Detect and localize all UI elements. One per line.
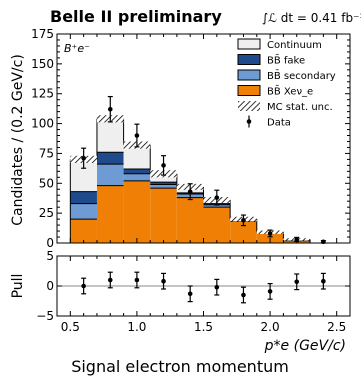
pull-point (241, 292, 246, 298)
bar-segment (123, 173, 151, 181)
legend-hatch-swatch (238, 101, 260, 111)
bar-segment (123, 168, 151, 174)
main-x-axis (69, 34, 338, 243)
legend-swatch (237, 54, 261, 65)
main-y-axis: 0 25 50 75 100 125 150 175 (31, 27, 350, 250)
legend-swatch (237, 38, 261, 50)
pull-point (214, 284, 220, 290)
bar-segment (230, 221, 257, 243)
pull-y-axis: −5 0 5 (36, 249, 350, 323)
y-tick-label: 125 (31, 87, 54, 101)
pull-y-tick-label: 5 (46, 249, 54, 263)
data-point (214, 195, 220, 200)
bar-segment (150, 184, 177, 189)
data-point (161, 163, 166, 168)
legend-point (246, 119, 252, 124)
y-tick-label: 100 (31, 117, 54, 131)
legend-label: Data (267, 118, 291, 129)
bar-segment (96, 118, 124, 153)
pull-point (107, 277, 113, 283)
pull-point (294, 279, 300, 285)
legend-label: BB̄ secondary (267, 69, 336, 82)
legend-label: Continuum (267, 40, 322, 51)
pull-y-tick-label: −5 (36, 309, 54, 323)
data-point (241, 218, 246, 223)
bar-segment (150, 173, 177, 183)
legend: Continuum BB̄ fake BB̄ secondary BB̄ Xeν_e M… (237, 38, 336, 129)
bar-segment (203, 204, 231, 208)
pull-y-label: Pull (10, 274, 26, 299)
data-point (187, 189, 193, 194)
luminosity-label: ∫ℒ dt = 0.41 fb⁻¹ (262, 11, 361, 25)
pull-x-axis: 0.5 1.0 1.5 2.0 2.5 (61, 256, 346, 334)
y-tick-label: 75 (39, 146, 54, 160)
pull-point (187, 291, 193, 297)
pull-point (321, 278, 326, 284)
stacked-bars (69, 118, 311, 243)
bar-segment (123, 180, 151, 243)
data-point (107, 106, 113, 112)
x-tick-label: 0.5 (61, 320, 80, 334)
bar-segment (70, 191, 97, 204)
y-tick-label: 150 (31, 57, 54, 71)
pull-point (81, 283, 86, 289)
x-tick-label: 2.5 (327, 320, 346, 334)
legend-label: BB̄ Xeν_e (267, 85, 313, 98)
channel-label: B⁺e⁻ (64, 42, 90, 55)
y-tick-label: 175 (31, 27, 54, 41)
pull-point (267, 289, 273, 294)
bar-segment (96, 185, 124, 243)
y-axis-label: Candidates / (0.2 GeV/c) (10, 54, 26, 226)
bar-segment (150, 188, 177, 243)
data-points (81, 95, 326, 245)
bar-segment (150, 182, 177, 185)
pull-y-tick-label: 0 (46, 279, 54, 293)
data-point (81, 155, 86, 161)
legend-label: BB̄ fake (267, 54, 305, 67)
bar-segment (70, 203, 97, 220)
bar-segment (203, 207, 231, 243)
x-tick-label: 2.0 (261, 320, 280, 334)
chart-title: Belle II preliminary (50, 7, 222, 26)
data-point (134, 133, 140, 138)
legend-swatch (237, 69, 261, 81)
pull-point (161, 278, 166, 284)
x-tick-label: 1.5 (194, 320, 213, 334)
pull-point (134, 277, 140, 283)
bar-segment (96, 164, 124, 186)
figure-caption: Signal electron momentum (71, 357, 289, 376)
bar-segment (123, 145, 151, 169)
x-tick-label: 1.0 (127, 320, 146, 334)
bar-segment (70, 219, 97, 243)
bar-segment (176, 197, 204, 243)
main-panel: 0 25 50 75 100 125 150 175 B⁺e⁻ Continuum BB̄ fa… (31, 27, 351, 250)
legend-swatch (237, 85, 261, 96)
bar-segment (96, 152, 124, 165)
data-point (267, 231, 273, 236)
pull-panel: −5 0 5 0.5 1.0 1.5 2.0 2.5 Pull (10, 249, 351, 334)
legend-label: MC stat. unc. (267, 102, 333, 113)
y-tick-label: 25 (39, 206, 54, 220)
data-point (294, 237, 300, 242)
y-tick-label: 0 (46, 236, 54, 250)
pull-points (81, 271, 326, 304)
x-axis-label: p*e (GeV/c) (264, 338, 346, 354)
y-tick-label: 50 (39, 176, 54, 190)
